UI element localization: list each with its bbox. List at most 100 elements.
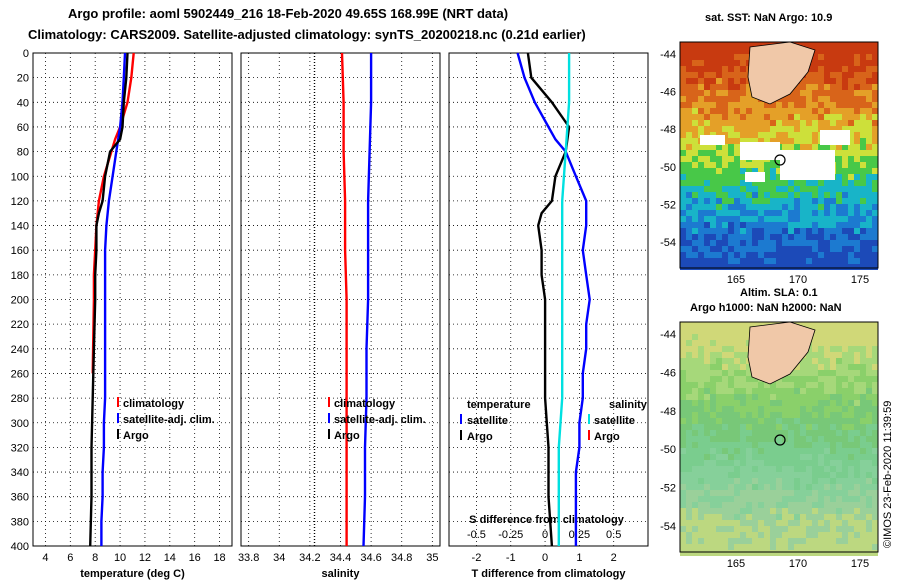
map-cell (830, 538, 836, 544)
map-cell (800, 448, 806, 454)
map-cell (776, 198, 782, 204)
map-cell (722, 42, 728, 48)
map-cell (692, 120, 698, 126)
map-cell (818, 418, 824, 424)
map-cell (770, 382, 776, 388)
legend-label: satellite (467, 415, 508, 427)
map-cell (788, 216, 794, 222)
map-cell (866, 436, 872, 442)
map-cell (746, 258, 752, 264)
map-cell (848, 234, 854, 240)
map-cell (764, 186, 770, 192)
map-cell (812, 346, 818, 352)
map-cell (782, 222, 788, 228)
map-cell (818, 526, 824, 532)
map-cell (788, 520, 794, 526)
series-salinity-satellite-adj-clim- (362, 53, 373, 547)
map-cell (818, 258, 824, 264)
map-cell (776, 388, 782, 394)
map-cell (716, 246, 722, 252)
map-cell (734, 42, 740, 48)
map-cell (836, 228, 842, 234)
map-cell (830, 484, 836, 490)
map-cell (842, 544, 848, 550)
map-cell (836, 376, 842, 382)
map-cell (860, 358, 866, 364)
legend-label: climatology (334, 398, 396, 410)
map-cell (848, 406, 854, 412)
map-cell (824, 216, 830, 222)
map-cell (872, 168, 878, 174)
map-cell (686, 358, 692, 364)
map-cell (848, 442, 854, 448)
map-cell (860, 502, 866, 508)
map-cell (698, 48, 704, 54)
map-cell (854, 376, 860, 382)
map-cell (740, 138, 746, 144)
map-cell (710, 234, 716, 240)
map-cell (722, 358, 728, 364)
map-cell (782, 252, 788, 258)
map-cell (698, 186, 704, 192)
map-cell (788, 418, 794, 424)
map-cell (836, 114, 842, 120)
map-cell (728, 466, 734, 472)
map-cell (722, 204, 728, 210)
map-cell (680, 358, 686, 364)
map-cell (686, 252, 692, 258)
map-cell (788, 132, 794, 138)
map-cell (704, 204, 710, 210)
missing-data-patch (745, 172, 765, 182)
map-cell (698, 210, 704, 216)
map-cell (734, 508, 740, 514)
map-cell (854, 328, 860, 334)
map-cell (752, 538, 758, 544)
map-cell (728, 78, 734, 84)
map-cell (692, 186, 698, 192)
map-cell (860, 174, 866, 180)
map-cell (686, 472, 692, 478)
map-cell (722, 108, 728, 114)
map-cell (734, 258, 740, 264)
map-cell (710, 48, 716, 54)
map-cell (818, 192, 824, 198)
map-cell (734, 520, 740, 526)
map-cell (860, 436, 866, 442)
map-cell (788, 508, 794, 514)
map-cell (746, 216, 752, 222)
map-cell (704, 388, 710, 394)
map-cell (836, 222, 842, 228)
map-cell (770, 424, 776, 430)
map-cell (842, 328, 848, 334)
map-cell (698, 382, 704, 388)
map-cell (854, 222, 860, 228)
map-cell (692, 526, 698, 532)
map-y-tick: -54 (660, 521, 676, 533)
map-cell (848, 370, 854, 376)
map-cell (830, 60, 836, 66)
map-cell (848, 418, 854, 424)
map-cell (872, 400, 878, 406)
map-cell (698, 66, 704, 72)
map-cell (746, 544, 752, 550)
map-cell (740, 442, 746, 448)
map-cell (740, 222, 746, 228)
map-cell (680, 66, 686, 72)
map-cell (686, 228, 692, 234)
map-cell (848, 550, 854, 556)
map-cell (764, 138, 770, 144)
map-cell (782, 400, 788, 406)
map-cell (770, 538, 776, 544)
map-cell (812, 514, 818, 520)
map-cell (812, 234, 818, 240)
map-cell (842, 120, 848, 126)
map-cell (710, 430, 716, 436)
map-cell (854, 72, 860, 78)
map-cell (872, 90, 878, 96)
map-cell (812, 258, 818, 264)
map-cell (740, 60, 746, 66)
map-cell (836, 346, 842, 352)
map-cell (848, 162, 854, 168)
map-cell (854, 120, 860, 126)
map-cell (788, 180, 794, 186)
